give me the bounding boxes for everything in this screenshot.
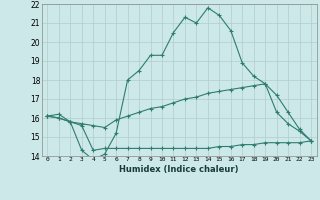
X-axis label: Humidex (Indice chaleur): Humidex (Indice chaleur) [119,165,239,174]
